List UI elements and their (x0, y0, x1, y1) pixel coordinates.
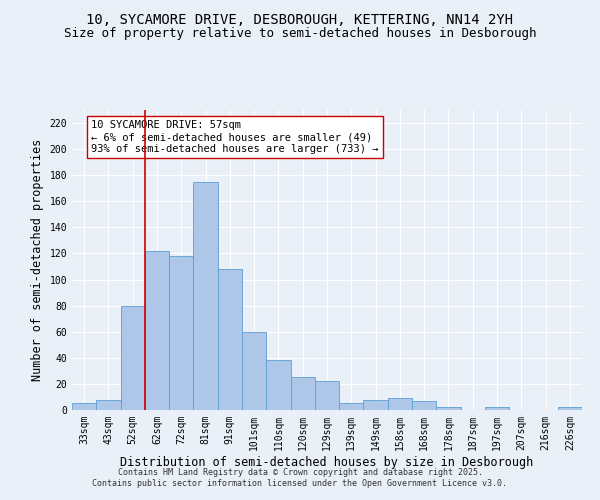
Text: 10 SYCAMORE DRIVE: 57sqm
← 6% of semi-detached houses are smaller (49)
93% of se: 10 SYCAMORE DRIVE: 57sqm ← 6% of semi-de… (91, 120, 379, 154)
Y-axis label: Number of semi-detached properties: Number of semi-detached properties (31, 139, 44, 381)
Bar (485, 408, 509, 410)
Bar (412, 401, 436, 410)
Text: Contains HM Land Registry data © Crown copyright and database right 2025.
Contai: Contains HM Land Registry data © Crown c… (92, 468, 508, 487)
Bar (193, 182, 218, 410)
Bar (339, 404, 364, 410)
Bar (290, 378, 315, 410)
Bar (266, 360, 290, 410)
Bar (315, 382, 339, 410)
Bar (169, 256, 193, 410)
Bar (72, 404, 96, 410)
Bar (218, 269, 242, 410)
Bar (558, 408, 582, 410)
Bar (388, 398, 412, 410)
Bar (145, 251, 169, 410)
Bar (364, 400, 388, 410)
Text: Size of property relative to semi-detached houses in Desborough: Size of property relative to semi-detach… (64, 28, 536, 40)
Bar (436, 408, 461, 410)
X-axis label: Distribution of semi-detached houses by size in Desborough: Distribution of semi-detached houses by … (121, 456, 533, 468)
Bar (121, 306, 145, 410)
Bar (242, 332, 266, 410)
Bar (96, 400, 121, 410)
Text: 10, SYCAMORE DRIVE, DESBOROUGH, KETTERING, NN14 2YH: 10, SYCAMORE DRIVE, DESBOROUGH, KETTERIN… (86, 12, 514, 26)
